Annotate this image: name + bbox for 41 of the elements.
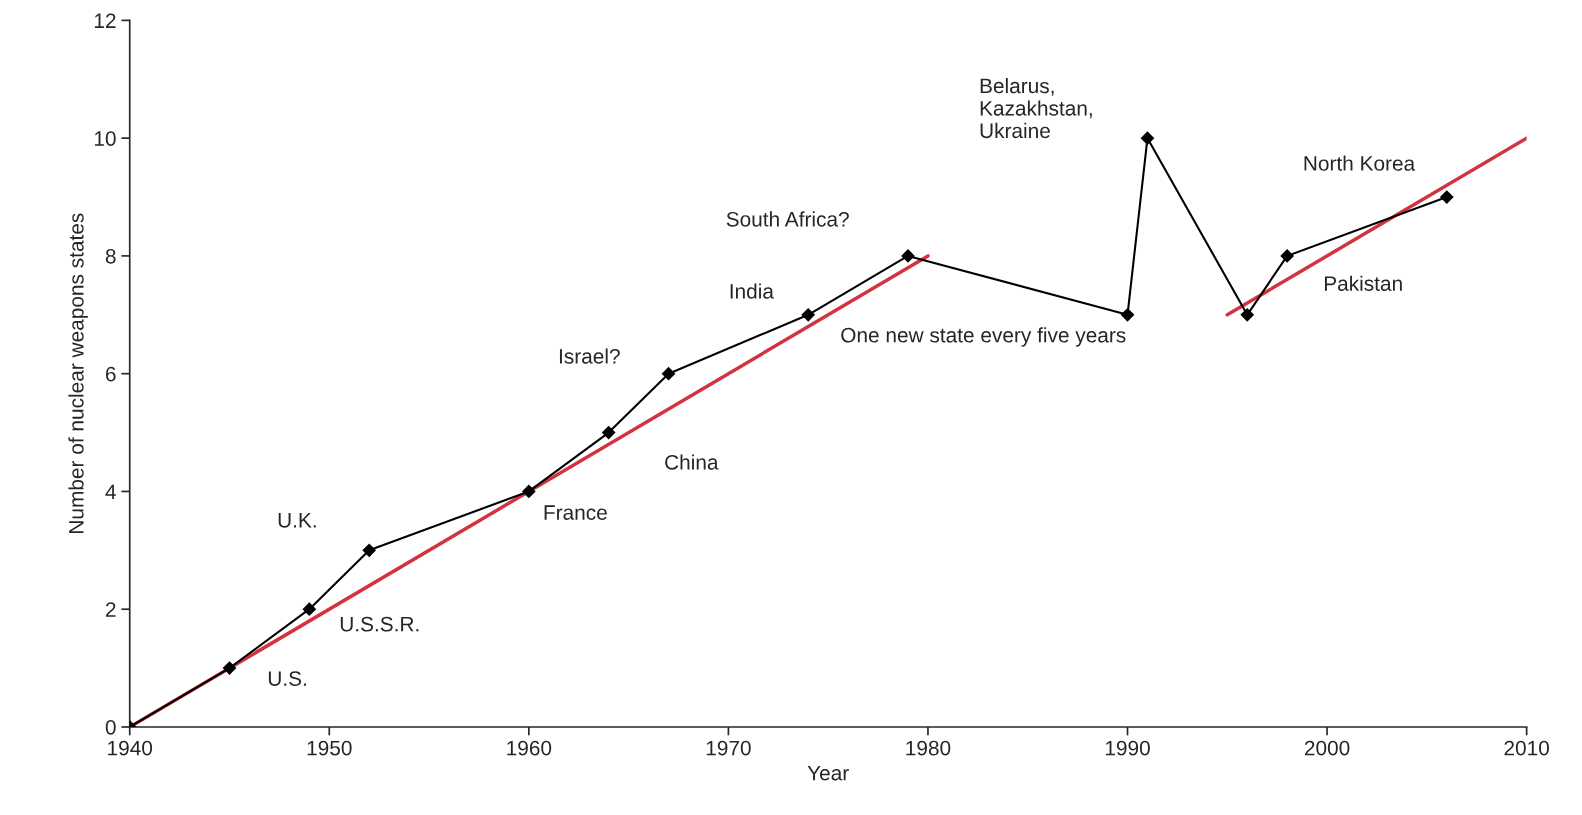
y-tick-label: 8 (105, 248, 116, 264)
point (222, 661, 237, 675)
annotation: Pakistan (1324, 275, 1402, 291)
annotation: South Africa? (726, 211, 849, 227)
annotation: North Korea (1304, 155, 1416, 171)
annotation: U.S. (268, 671, 306, 686)
x-tick-label: 1960 (507, 740, 552, 756)
point (362, 543, 377, 558)
point (1240, 307, 1255, 322)
annotation: Israel? (559, 348, 620, 364)
annotation: Belarus, Kazakhstan, Ukraine (980, 77, 1092, 139)
annotation: One new state every five years (841, 327, 1126, 347)
x-axis-title: Year (807, 765, 849, 781)
x-tick-label: 1940 (108, 740, 153, 756)
x-tick-label: 1950 (307, 740, 352, 756)
x-tick-label: 1980 (906, 740, 951, 756)
y-tick-label: 12 (94, 13, 116, 28)
annotation: France (544, 505, 607, 520)
x-tick-label: 2000 (1304, 740, 1350, 756)
annotation: China (665, 454, 719, 470)
x-tick-label: 1970 (706, 740, 751, 756)
point (1439, 190, 1454, 204)
point (1140, 131, 1155, 146)
x-tick-label: 2010 (1504, 740, 1549, 756)
annotation: India (730, 283, 774, 299)
point (601, 425, 616, 440)
y-tick-label: 0 (105, 719, 116, 735)
point (302, 602, 317, 617)
point (1280, 249, 1295, 263)
x-tick-label: 1990 (1105, 740, 1150, 756)
y-axis-title: Number of nuclear weapons states (68, 213, 88, 533)
y-tick-label: 6 (106, 366, 116, 382)
point (1120, 307, 1135, 322)
point (661, 366, 676, 381)
y-tick-label: 2 (105, 602, 116, 617)
annotation: U.K. (278, 513, 316, 528)
y-tick-label: 4 (105, 484, 116, 499)
point (521, 484, 536, 499)
point (801, 307, 816, 322)
annotation: U.S.S.R. (340, 616, 419, 632)
y-tick-label: 10 (94, 131, 116, 146)
